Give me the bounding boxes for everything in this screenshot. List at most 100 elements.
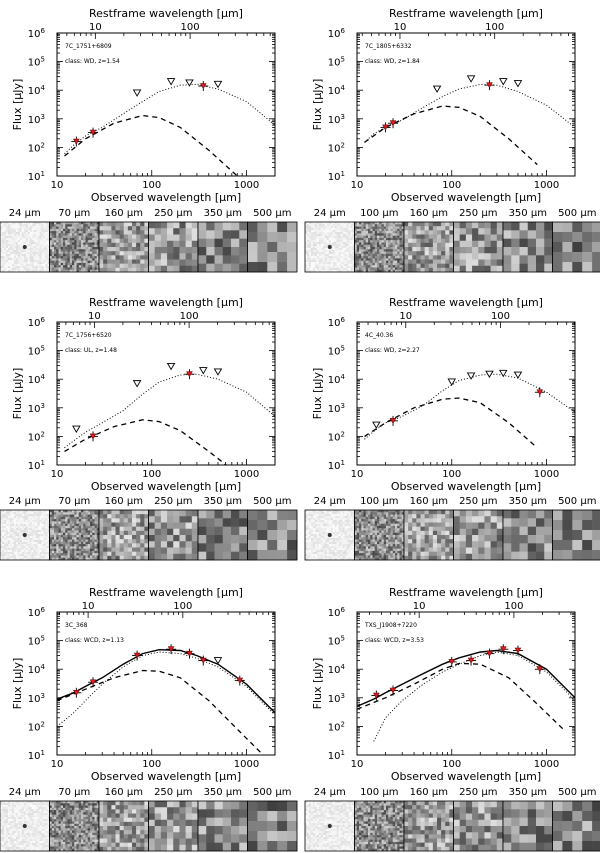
y-tick-label: 106 xyxy=(328,27,346,40)
stamp-pixel xyxy=(78,525,82,529)
stamp-pixel xyxy=(346,222,349,225)
stamp-pixel xyxy=(140,522,145,527)
stamp-pixel xyxy=(356,253,360,257)
stamp-pixel xyxy=(99,247,104,252)
stamp-pixel xyxy=(87,228,91,232)
stamp-pixel xyxy=(7,534,11,537)
stamp-pixel xyxy=(305,538,308,541)
stamp-pixel xyxy=(310,222,314,225)
stamp-pixel xyxy=(92,537,95,540)
stamp-pixel xyxy=(81,260,84,264)
stamp-pixel xyxy=(56,541,59,545)
stamp-pixel xyxy=(191,265,199,273)
stamp-pixel xyxy=(356,224,360,227)
stamp-pixel xyxy=(401,253,405,257)
stamp-pixel xyxy=(17,536,21,539)
stamp-pixel xyxy=(239,247,248,256)
stamp-pixel xyxy=(35,528,38,531)
stamp-pixel xyxy=(83,521,86,524)
stamp-pixel xyxy=(11,258,15,261)
stamp-pixel xyxy=(390,249,394,252)
stamp-pixel xyxy=(83,519,86,522)
stamp-pixel xyxy=(320,222,324,225)
stamp-pixel xyxy=(49,260,53,264)
stamp-pixel xyxy=(51,557,55,561)
stamp-pixel xyxy=(51,265,55,268)
stamp-pixel xyxy=(63,222,66,225)
stamp-pixel xyxy=(0,222,3,225)
stamp-pixel xyxy=(83,269,86,273)
stamp-pixel xyxy=(81,550,84,554)
stamp-pixel xyxy=(69,249,73,252)
stamp-pixel xyxy=(127,510,133,515)
stamp-pixel xyxy=(350,230,353,233)
stamp-pixel xyxy=(23,526,27,529)
stamp-pixel xyxy=(370,265,373,268)
stamp-pixel xyxy=(41,242,44,245)
stamp-pixel xyxy=(399,262,403,266)
stamp-pixel xyxy=(37,510,40,513)
stamp-pixel xyxy=(31,524,34,527)
stamp-pixel xyxy=(310,248,314,251)
stamp-pixel xyxy=(54,224,57,227)
stamp-pixel xyxy=(346,226,349,229)
stamp-pixel xyxy=(363,242,367,246)
stamp-pixel xyxy=(99,530,104,536)
stamp-pixel xyxy=(379,258,382,261)
stamp-pixel xyxy=(94,528,98,531)
stamp-pixel xyxy=(107,543,112,548)
stamp-pixel xyxy=(5,542,9,545)
stamp-pixel xyxy=(328,270,332,273)
stamp-pixel xyxy=(96,544,100,547)
stamp-pixel xyxy=(401,260,405,264)
stamp-pixel xyxy=(388,233,391,236)
stamp-pixel xyxy=(308,262,312,265)
stamp-pixel xyxy=(51,247,55,250)
stamp-pixel xyxy=(33,540,36,543)
stamp-pixel xyxy=(11,536,15,539)
stamp-pixel xyxy=(54,519,57,522)
stamp-pixel xyxy=(365,226,369,230)
stamp-pixel xyxy=(314,256,318,259)
stamp-pixel xyxy=(83,550,86,554)
stamp-pixel xyxy=(78,237,82,241)
stamp-pixel xyxy=(305,524,308,527)
stamp-pixel xyxy=(67,237,71,241)
stamp-pixel xyxy=(453,265,460,273)
stamp-pixel xyxy=(87,548,91,552)
stamp-pixel xyxy=(356,267,360,271)
stamp-pixel xyxy=(35,248,38,251)
stamp-pixel xyxy=(198,263,207,273)
stamp-pixel xyxy=(25,516,29,519)
stamp-pixel xyxy=(90,553,93,556)
stamp-pixel xyxy=(39,268,42,271)
stamp-pixel xyxy=(412,247,417,252)
stamp-pixel xyxy=(363,237,367,241)
stamp-pixel xyxy=(361,224,364,227)
stamp-pixel xyxy=(312,270,316,273)
stamp-pixel xyxy=(7,270,11,273)
stamp-pixel xyxy=(37,254,40,257)
stamp-pixel xyxy=(352,230,355,233)
stamp-pixel xyxy=(74,235,77,239)
stamp-pixel xyxy=(60,521,64,524)
stamp-pixel xyxy=(85,537,89,540)
stamp-pixel xyxy=(342,226,345,229)
stamp-pixel xyxy=(306,550,310,553)
stamp-pixel xyxy=(5,234,9,237)
stamp-pixel xyxy=(390,244,394,248)
stamp-pixel xyxy=(453,253,460,260)
stamp-pixel xyxy=(15,526,19,529)
stamp-pixel xyxy=(5,522,9,525)
stamp-pixel xyxy=(377,253,380,257)
stamp-pixel xyxy=(5,256,9,259)
stamp-pixel xyxy=(386,262,389,266)
stamp-pixel xyxy=(96,521,100,524)
stamp-pixel xyxy=(308,542,312,545)
stamp-pixel xyxy=(445,222,450,227)
stamp-pixel xyxy=(173,528,180,536)
stamp-pixel xyxy=(65,231,68,234)
stamp-pixel xyxy=(15,256,19,259)
stamp-pixel xyxy=(39,236,42,239)
stamp-pixel xyxy=(231,247,240,256)
